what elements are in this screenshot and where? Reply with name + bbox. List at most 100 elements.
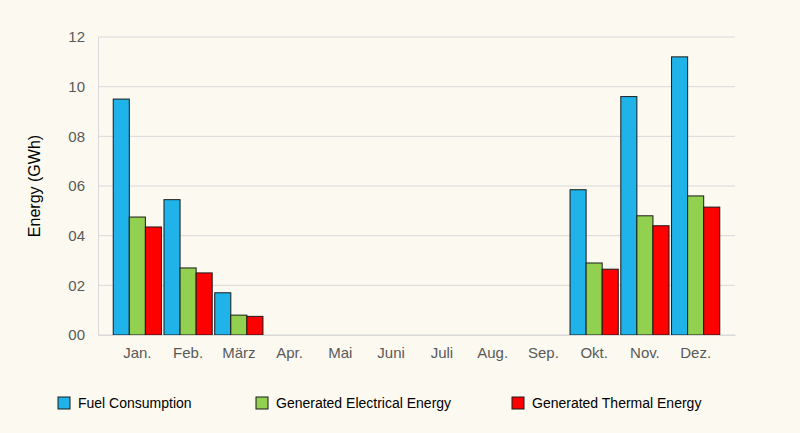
y-tick-label: 00 [68, 326, 85, 343]
bar [332, 335, 348, 336]
x-tick: Sep. [528, 335, 559, 361]
series [113, 57, 687, 335]
bar [247, 316, 263, 335]
y-tick-label: 12 [68, 28, 85, 45]
legend-label: Generated Electrical Energy [276, 395, 451, 411]
x-axis-line [99, 335, 736, 336]
x-tick: März [222, 335, 255, 361]
bar [180, 268, 196, 335]
bar [469, 335, 485, 336]
bar [570, 190, 586, 335]
bar [196, 273, 212, 335]
x-tick-label: Mai [328, 344, 352, 361]
bar [367, 335, 383, 336]
x-tick-label: Okt. [580, 344, 608, 361]
y-axis-title: Energy (GWh) [26, 135, 43, 237]
bar [653, 226, 669, 335]
bar [215, 293, 231, 335]
bar [129, 217, 145, 335]
series [129, 196, 703, 335]
bar [418, 335, 434, 336]
legend-swatch [256, 397, 268, 409]
x-tick: Juni [377, 335, 405, 361]
grid-line [98, 37, 735, 38]
x-axis: Jan. Feb. März Apr. Mai Juni Juli Aug. Sep. Okt. N… [99, 335, 736, 361]
bars [113, 57, 720, 335]
x-tick-label: Jan. [123, 344, 151, 361]
grid [98, 37, 735, 335]
bar [316, 335, 332, 336]
x-tick-label: Dez. [680, 344, 711, 361]
x-tick: Feb. [173, 335, 203, 361]
legend: Fuel Consumption Generated Electrical Ene… [58, 395, 701, 411]
bar [450, 335, 466, 336]
x-tick: Juli [431, 335, 454, 361]
bar [501, 335, 517, 336]
x-tick-label: Juli [431, 344, 454, 361]
y-tick: 02 [68, 277, 98, 294]
legend-label: Fuel Consumption [78, 395, 192, 411]
bar [399, 335, 415, 336]
x-tick-label: Feb. [173, 344, 203, 361]
x-tick-label: März [222, 344, 255, 361]
bar [231, 315, 247, 335]
x-tick-label: Nov. [630, 344, 660, 361]
bar [298, 335, 314, 336]
x-tick: Nov. [630, 335, 660, 361]
x-tick-label: Apr. [276, 344, 303, 361]
x-tick: Apr. [276, 335, 303, 361]
bar [672, 57, 688, 335]
bar [145, 227, 161, 335]
legend-item: Fuel Consumption [58, 395, 192, 411]
x-tick: Mai [328, 335, 352, 361]
y-tick-label: 08 [68, 128, 85, 145]
bar [348, 335, 364, 336]
y-tick: 08 [68, 128, 98, 145]
x-tick-label: Aug. [477, 344, 508, 361]
x-tick: Okt. [580, 335, 608, 361]
bar [282, 335, 298, 336]
background [0, 0, 800, 433]
legend-item: Generated Thermal Energy [512, 395, 701, 411]
y-tick-label: 10 [68, 78, 85, 95]
bar [551, 335, 567, 336]
bar [113, 99, 129, 335]
grid-line [98, 86, 735, 87]
y-tick-label: 02 [68, 277, 85, 294]
x-tick: Aug. [477, 335, 508, 361]
bar [688, 196, 704, 335]
y-tick: 10 [68, 78, 98, 95]
x-tick-label: Sep. [528, 344, 559, 361]
legend-swatch [512, 397, 524, 409]
bar [586, 263, 602, 335]
legend-label: Generated Thermal Energy [532, 395, 701, 411]
bar [383, 335, 399, 336]
x-tick-label: Juni [377, 344, 405, 361]
series [145, 207, 719, 335]
x-tick: Jan. [123, 335, 151, 361]
y-tick: 06 [68, 177, 98, 194]
bar [519, 335, 535, 336]
y-tick: 12 [68, 28, 98, 45]
bar [621, 97, 637, 335]
grid-line [98, 136, 735, 137]
grid-line [98, 186, 735, 187]
y-tick: 00 [68, 326, 98, 343]
y-tick: 04 [68, 227, 98, 244]
bar [535, 335, 551, 336]
bar [704, 207, 720, 335]
y-axis: 00 02 04 06 08 10 12 [68, 28, 98, 343]
y-tick-label: 04 [68, 227, 85, 244]
bar [602, 269, 618, 335]
y-tick-label: 06 [68, 177, 85, 194]
bar [434, 335, 450, 336]
bar [164, 200, 180, 335]
bar [265, 335, 281, 336]
chart: 00 02 04 06 08 10 12 Jan. Feb. März Apr. Mai Juni Jul… [0, 0, 800, 433]
y-axis-line [98, 38, 99, 336]
bar [637, 216, 653, 335]
x-tick: Dez. [680, 335, 711, 361]
bar [485, 335, 501, 336]
legend-item: Generated Electrical Energy [256, 395, 451, 411]
legend-swatch [58, 397, 70, 409]
